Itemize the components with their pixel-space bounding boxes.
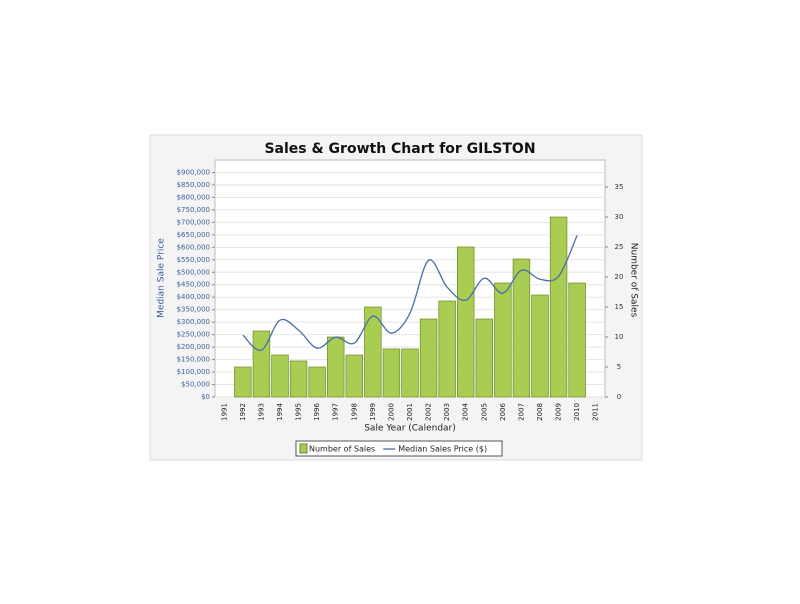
bar [419,318,438,398]
y-tick-label: $650,000 [177,231,210,239]
legend-label: Median Sales Price ($) [398,445,487,454]
bar [364,306,382,398]
bar [234,366,252,398]
y-tick-label: $550,000 [177,256,210,264]
y2-tick-label: 15 [615,303,624,311]
x-tick-label: 2010 [573,403,581,421]
bar [512,258,531,398]
x-tick-label: 2007 [517,403,525,421]
y-tick-label: $150,000 [177,356,210,364]
bar [252,330,271,398]
x-tick-label: 1997 [332,403,340,421]
x-tick-label: 1998 [350,403,358,421]
bar [438,300,456,398]
y-tick-label: $900,000 [177,168,210,176]
y-tick-label: $750,000 [177,206,210,214]
bar [494,282,512,398]
x-tick-label: 1991 [220,403,228,421]
y2-tick-label: 35 [615,183,624,191]
x-tick-label: 2003 [443,403,451,421]
bar [457,246,475,398]
x-tick-label: 2011 [592,403,600,421]
y-tick-label: $300,000 [177,318,210,326]
y2-axis-title: Number of Sales [629,243,639,318]
bar [401,348,419,398]
x-tick-label: 2005 [480,403,488,421]
x-tick-label: 1994 [276,402,284,420]
y-axis-title: Median Sale Price [157,238,167,318]
y2-tick-label: 10 [615,333,624,341]
y-tick-label: $700,000 [177,218,210,226]
x-axis-title: Sale Year (Calendar) [364,424,456,434]
y-tick-label: $450,000 [177,281,210,289]
x-tick-label: 2004 [462,402,470,420]
line [242,235,578,351]
y2-tick-label: 5 [617,363,621,371]
bar [345,354,363,398]
x-tick-label: 1995 [295,403,303,421]
y2-tick-label: 25 [615,243,624,251]
y-tick-label: $800,000 [177,193,210,201]
bar [289,360,308,398]
legend-label: Number of Sales [309,445,375,454]
y-tick-label: $350,000 [177,306,210,314]
bar [549,216,568,398]
chart-title: Sales & Growth Chart for GILSTON [264,141,535,157]
x-tick-label: 1996 [313,402,321,420]
x-tick-label: 1999 [369,403,377,421]
x-tick-label: 2002 [425,403,433,421]
x-tick-label: 1993 [257,403,265,421]
y-tick-label: $0 [201,393,210,401]
y-tick-label: $250,000 [177,331,210,339]
bar [382,348,401,398]
y-tick-label: $500,000 [177,268,210,276]
y-tick-label: $200,000 [177,343,210,351]
x-tick-label: 1992 [239,403,247,421]
x-tick-label: 2001 [406,403,414,421]
bar [568,282,586,398]
x-tick-label: 2008 [536,403,544,421]
x-tick-label: 2006 [499,402,507,420]
y-tick-label: $100,000 [177,368,210,376]
y-tick-label: $850,000 [177,181,210,189]
legend-swatch [299,443,308,454]
legend [295,440,503,457]
y-tick-label: $600,000 [177,243,210,251]
bar [475,318,493,398]
y-tick-label: $50,000 [181,381,210,389]
y2-tick-label: 0 [617,393,621,401]
bar [308,366,326,398]
y2-tick-label: 30 [615,213,624,221]
x-tick-label: 2009 [555,403,563,421]
bar [327,336,345,398]
bar [531,294,549,398]
bar [271,354,289,398]
y-tick-label: $400,000 [177,293,210,301]
y2-tick-label: 20 [615,273,624,281]
x-tick-label: 2000 [387,403,395,421]
